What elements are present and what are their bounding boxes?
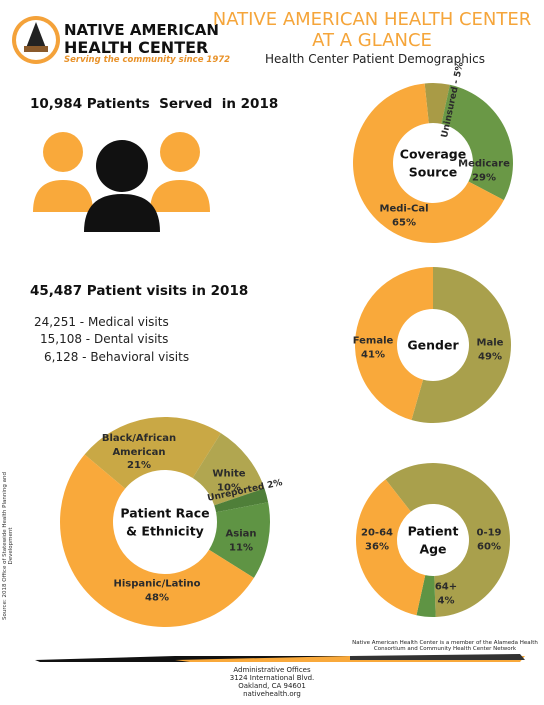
donut-title: Patient Race & Ethnicity (120, 505, 209, 540)
category-label: Medicare (458, 158, 510, 170)
donut-title-line: Patient (407, 523, 459, 539)
value-label: 48% (145, 592, 169, 603)
value-label: 60% (477, 541, 501, 552)
address-line: Oakland, CA 94601 (238, 682, 306, 691)
segment-label: Female 41% (353, 335, 394, 362)
segment-label: Male 49% (477, 337, 504, 364)
category-label: Hispanic/Latino (113, 578, 201, 590)
donut-title: Patient Age (408, 523, 459, 558)
logo-tagline: Serving the community since 1972 (64, 55, 231, 66)
visits-heading: 45,487 Patient visits in 2018 (30, 283, 249, 299)
segment-label: Asian 11% (226, 528, 257, 555)
value-label: 29% (472, 172, 496, 183)
value-label: 21% (127, 459, 151, 471)
value-label: 49% (478, 351, 502, 362)
logo-ground (24, 46, 48, 52)
footer-note: Native American Health Center is a membe… (352, 640, 538, 652)
value-label: 41% (361, 349, 385, 360)
source: Source: 2018 Office of Statewide Health … (2, 472, 14, 620)
segment-label: Medicare 29% (458, 158, 510, 185)
title-line: AT A GLANCE (312, 29, 432, 51)
donut-segment (192, 433, 265, 506)
segment-label: Black/African American 21% (89, 432, 189, 473)
logo-tipi (26, 22, 46, 48)
value-label: 4% (437, 595, 455, 606)
category-label: Male (476, 337, 504, 349)
donut-segment (60, 454, 254, 627)
value-label: 65% (392, 217, 416, 228)
value-label: 36% (365, 541, 389, 552)
category-label: Female (352, 335, 394, 347)
address-line: 3124 International Blvd. (229, 674, 315, 683)
segment-label: Medi-Cal 65% (380, 203, 429, 230)
logo-line: NATIVE AMERICAN (64, 21, 219, 39)
title: NATIVE AMERICAN HEALTH CENTER AT A GLANC… (200, 9, 544, 51)
visit-item: 24,251 - Medical visits (34, 315, 169, 329)
footer-band (350, 654, 525, 660)
donut-segment (214, 488, 269, 513)
address: Administrative Offices 3124 Internationa… (172, 666, 372, 698)
patients-heading: 10,984 Patients Served in 2018 (30, 96, 279, 112)
donut-segment (385, 463, 511, 617)
category-label: Asian (225, 528, 257, 540)
donut-title-line: Coverage (399, 146, 467, 162)
visit-item: 15,108 - Dental visits (40, 332, 169, 347)
value-label: 11% (229, 542, 253, 553)
address-line: Administrative Offices (233, 666, 311, 674)
donut-segment (352, 83, 504, 244)
donut-title-line: Patient Race (120, 505, 210, 521)
logo-text: NATIVE AMERICAN HEALTH CENTER Serving th… (64, 22, 230, 65)
people-icon (33, 132, 210, 232)
category-label: 0-19 (476, 527, 502, 539)
title-line: NATIVE AMERICAN HEALTH CENTER (212, 9, 532, 30)
address-line: nativehealth.org (243, 690, 301, 699)
logo-line: HEALTH CENTER (64, 37, 209, 57)
visits-list: 24,251 - Medical visits 15,108 - Dental … (34, 314, 189, 366)
donut-title-line: Gender (407, 337, 459, 353)
donut-segment (424, 83, 450, 124)
category-label: 20-64 (361, 527, 393, 539)
subtitle: Health Center Patient Demographics (265, 52, 485, 66)
segment-label: 20-64 36% (361, 527, 393, 554)
category-label: 64+ (434, 581, 458, 593)
donut-segment (416, 575, 436, 617)
value-label: 10% (217, 482, 241, 493)
donut-title: Gender (407, 336, 458, 354)
category-label: Medi-Cal (379, 203, 429, 215)
segment-label: 0-19 60% (476, 527, 501, 554)
donut-segment (84, 417, 221, 489)
donut-segment (411, 267, 511, 424)
donut-segment (441, 84, 513, 201)
donut-title-line: Source (408, 164, 458, 179)
donut-title-line: Age (419, 541, 447, 556)
category-label: White (212, 468, 246, 480)
visit-item: 6,128 - Behavioral visits (44, 349, 190, 364)
donut-title: Coverage Source (400, 146, 466, 181)
donut-segment (356, 479, 426, 616)
donut-segment (354, 267, 433, 420)
donut-segment (209, 502, 270, 578)
category-label: Black/African American (101, 432, 177, 458)
segment-label: White 10% (212, 468, 245, 495)
segment-label: 64+ 4% (435, 581, 457, 608)
donut-title-line: & Ethnicity (126, 523, 204, 538)
segment-label: Hispanic/Latino 48% (113, 578, 200, 605)
